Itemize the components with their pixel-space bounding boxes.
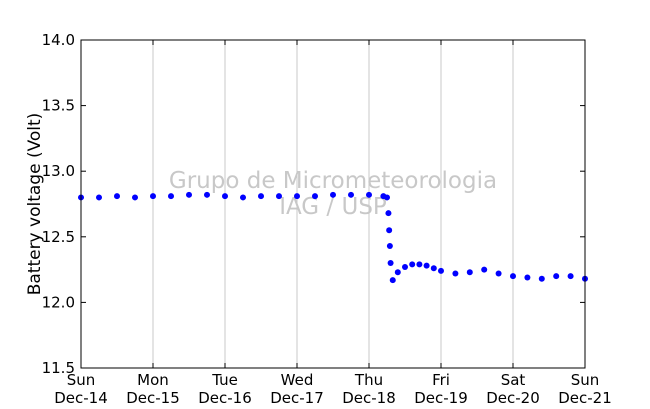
data-point — [132, 194, 138, 201]
y-tick-label: 12.5 — [42, 228, 75, 246]
data-point — [438, 267, 444, 274]
data-point — [312, 193, 318, 200]
data-point — [258, 193, 264, 200]
data-point — [423, 262, 430, 269]
grid-lines — [152, 40, 514, 368]
data-point — [452, 270, 459, 277]
y-tick-label: 14.0 — [42, 31, 75, 49]
y-tick-label: 13.5 — [42, 97, 75, 115]
x-tick-date-label: Dec-15 — [126, 389, 180, 407]
data-point — [150, 193, 156, 200]
x-tick-day-label: Tue — [211, 371, 238, 389]
data-point — [416, 261, 423, 268]
x-tick-date-label: Dec-20 — [486, 389, 540, 407]
data-point — [553, 273, 560, 280]
data-points — [78, 191, 588, 284]
x-tick-day-label: Fri — [432, 371, 450, 389]
data-point — [96, 194, 102, 201]
data-point — [386, 242, 393, 249]
data-point — [330, 191, 336, 198]
y-ticks: 11.5 12.0 12.5 13.0 13.5 14.0 — [42, 31, 585, 377]
data-point — [430, 265, 437, 272]
data-point — [168, 193, 174, 200]
data-point — [204, 191, 210, 198]
data-point — [294, 193, 300, 200]
x-tick-date-label: Dec-19 — [414, 389, 468, 407]
data-point — [222, 193, 228, 200]
x-tick-day-label: Sun — [571, 371, 600, 389]
x-ticks: SunDec-14MonDec-15TueDec-16WedDec-17ThuD… — [54, 40, 612, 407]
data-point — [481, 266, 488, 273]
data-point — [394, 269, 401, 276]
y-axis-title: Battery voltage (Volt) — [25, 113, 45, 296]
x-tick-date-label: Dec-16 — [198, 389, 252, 407]
data-point — [567, 273, 574, 280]
data-point — [409, 261, 416, 268]
y-tick-label: 12.0 — [42, 293, 75, 311]
data-point — [186, 191, 192, 198]
y-tick-label: 11.5 — [42, 359, 75, 377]
data-point — [386, 227, 393, 234]
data-point — [495, 270, 502, 277]
x-tick-day-label: Sat — [501, 371, 526, 389]
plot-frame — [80, 39, 586, 369]
data-point — [510, 273, 516, 280]
data-point — [348, 191, 354, 198]
data-point — [387, 260, 394, 267]
data-point — [389, 277, 396, 284]
watermark-line-1: Grupo de Micrometeorologia — [169, 168, 497, 194]
data-point — [114, 193, 120, 200]
data-point — [240, 194, 246, 201]
y-tick-label: 13.0 — [42, 162, 75, 180]
data-point — [366, 191, 372, 198]
watermark: Grupo de Micrometeorologia IAG / USP — [169, 168, 497, 220]
data-point — [385, 210, 392, 217]
x-tick-date-label: Dec-17 — [270, 389, 324, 407]
x-tick-date-label: Dec-18 — [342, 389, 396, 407]
data-point — [524, 274, 531, 281]
x-tick-date-label: Dec-14 — [54, 389, 108, 407]
x-tick-day-label: Thu — [354, 371, 383, 389]
data-point — [402, 263, 408, 270]
data-point — [466, 269, 473, 276]
data-point — [276, 193, 282, 200]
x-tick-day-label: Mon — [137, 371, 169, 389]
x-tick-date-label: Dec-21 — [558, 389, 612, 407]
x-tick-day-label: Wed — [281, 371, 314, 389]
x-tick-day-label: Sun — [67, 371, 96, 389]
data-point — [538, 275, 545, 282]
data-point — [384, 194, 390, 201]
